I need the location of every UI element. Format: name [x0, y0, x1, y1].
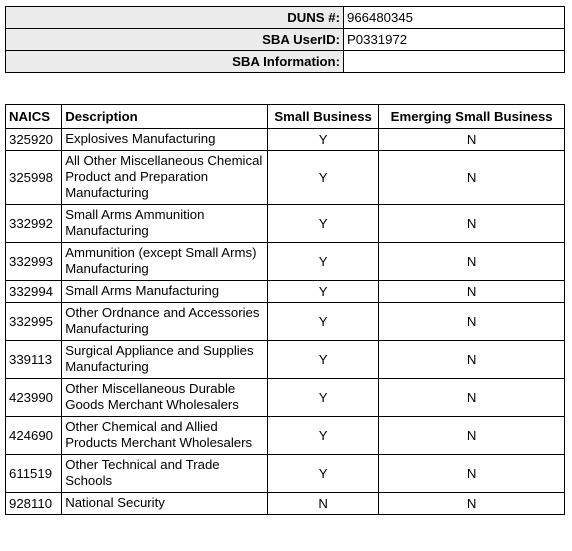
naics-code-cell: 325920: [4, 128, 63, 151]
table-row: 424690 Other Chemical and Allied Products…: [4, 416, 565, 455]
naics-code-cell: 928110: [4, 492, 63, 515]
emerging-small-business-cell: N: [378, 128, 565, 151]
header-naics: NAICS: [4, 104, 63, 129]
small-business-cell: Y: [266, 302, 380, 341]
header-description: Description: [61, 104, 268, 129]
small-business-cell: Y: [266, 454, 380, 493]
userid-value: P0331972: [343, 28, 565, 51]
small-business-cell: Y: [266, 204, 380, 243]
emerging-small-business-cell: N: [378, 150, 565, 205]
emerging-small-business-cell: N: [378, 454, 565, 493]
table-row: 325920 Explosives Manufacturing Y N: [4, 128, 565, 151]
table-row: 332993 Ammunition (except Small Arms) Man…: [4, 242, 565, 281]
table-row: 423990 Other Miscellaneous Durable Goods …: [4, 378, 565, 417]
emerging-small-business-cell: N: [378, 302, 565, 341]
table-row: 325998 All Other Miscellaneous Chemical P…: [4, 150, 565, 205]
emerging-small-business-cell: N: [378, 340, 565, 379]
duns-value: 966480345: [343, 6, 565, 29]
small-business-cell: Y: [266, 150, 380, 205]
description-cell: Other Chemical and Allied Products Merch…: [61, 416, 268, 455]
description-cell: All Other Miscellaneous Chemical Product…: [61, 150, 268, 205]
description-cell: National Security: [61, 492, 268, 515]
small-business-cell: N: [266, 492, 380, 515]
small-business-cell: Y: [266, 128, 380, 151]
naics-code-cell: 332995: [4, 302, 63, 341]
table-row: 332992 Small Arms Ammunition Manufacturin…: [4, 204, 565, 243]
naics-code-cell: 332992: [4, 204, 63, 243]
naics-table: NAICS Description Small Business Emergin…: [4, 104, 565, 515]
naics-code-cell: 325998: [4, 150, 63, 205]
table-row: 332994 Small Arms Manufacturing Y N: [4, 280, 565, 303]
emerging-small-business-cell: N: [378, 416, 565, 455]
userid-label: SBA UserID:: [5, 28, 344, 51]
small-business-cell: Y: [266, 378, 380, 417]
naics-table-body: 325920 Explosives Manufacturing Y N 325998 Al…: [4, 128, 565, 515]
small-business-cell: Y: [266, 416, 380, 455]
naics-code-cell: 339113: [4, 340, 63, 379]
small-business-cell: Y: [266, 340, 380, 379]
description-cell: Other Miscellaneous Durable Goods Mercha…: [61, 378, 268, 417]
naics-code-cell: 611519: [4, 454, 63, 493]
naics-header-row: NAICS Description Small Business Emergin…: [4, 104, 565, 129]
description-cell: Other Ordnance and Accessories Manufactu…: [61, 302, 268, 341]
table-row: 332995 Other Ordnance and Accessories Man…: [4, 302, 565, 341]
registration-info-table: DUNS #: 966480345 SBA UserID: P0331972 S…: [5, 6, 565, 73]
small-business-cell: Y: [266, 242, 380, 281]
naics-code-cell: 423990: [4, 378, 63, 417]
table-row: 928110 National Security N N: [4, 492, 565, 515]
duns-label: DUNS #:: [5, 6, 344, 29]
emerging-small-business-cell: N: [378, 242, 565, 281]
description-cell: Other Technical and Trade Schools: [61, 454, 268, 493]
table-row: 611519 Other Technical and Trade Schools Y…: [4, 454, 565, 493]
naics-code-cell: 332994: [4, 280, 63, 303]
description-cell: Explosives Manufacturing: [61, 128, 268, 151]
emerging-small-business-cell: N: [378, 492, 565, 515]
description-cell: Small Arms Manufacturing: [61, 280, 268, 303]
sba-info-label: SBA Information:: [5, 50, 344, 73]
userid-row: SBA UserID: P0331972: [5, 28, 565, 51]
sba-info-row: SBA Information:: [5, 50, 565, 73]
description-cell: Ammunition (except Small Arms) Manufactu…: [61, 242, 268, 281]
naics-code-cell: 332993: [4, 242, 63, 281]
naics-code-cell: 424690: [4, 416, 63, 455]
description-cell: Small Arms Ammunition Manufacturing: [61, 204, 268, 243]
header-emerging-small-business: Emerging Small Business: [378, 104, 565, 129]
duns-row: DUNS #: 966480345: [5, 6, 565, 29]
small-business-cell: Y: [266, 280, 380, 303]
table-row: 339113 Surgical Appliance and Supplies Ma…: [4, 340, 565, 379]
emerging-small-business-cell: N: [378, 204, 565, 243]
header-small-business: Small Business: [266, 104, 380, 129]
emerging-small-business-cell: N: [378, 280, 565, 303]
sba-info-value: [343, 50, 565, 73]
description-cell: Surgical Appliance and Supplies Manufact…: [61, 340, 268, 379]
emerging-small-business-cell: N: [378, 378, 565, 417]
